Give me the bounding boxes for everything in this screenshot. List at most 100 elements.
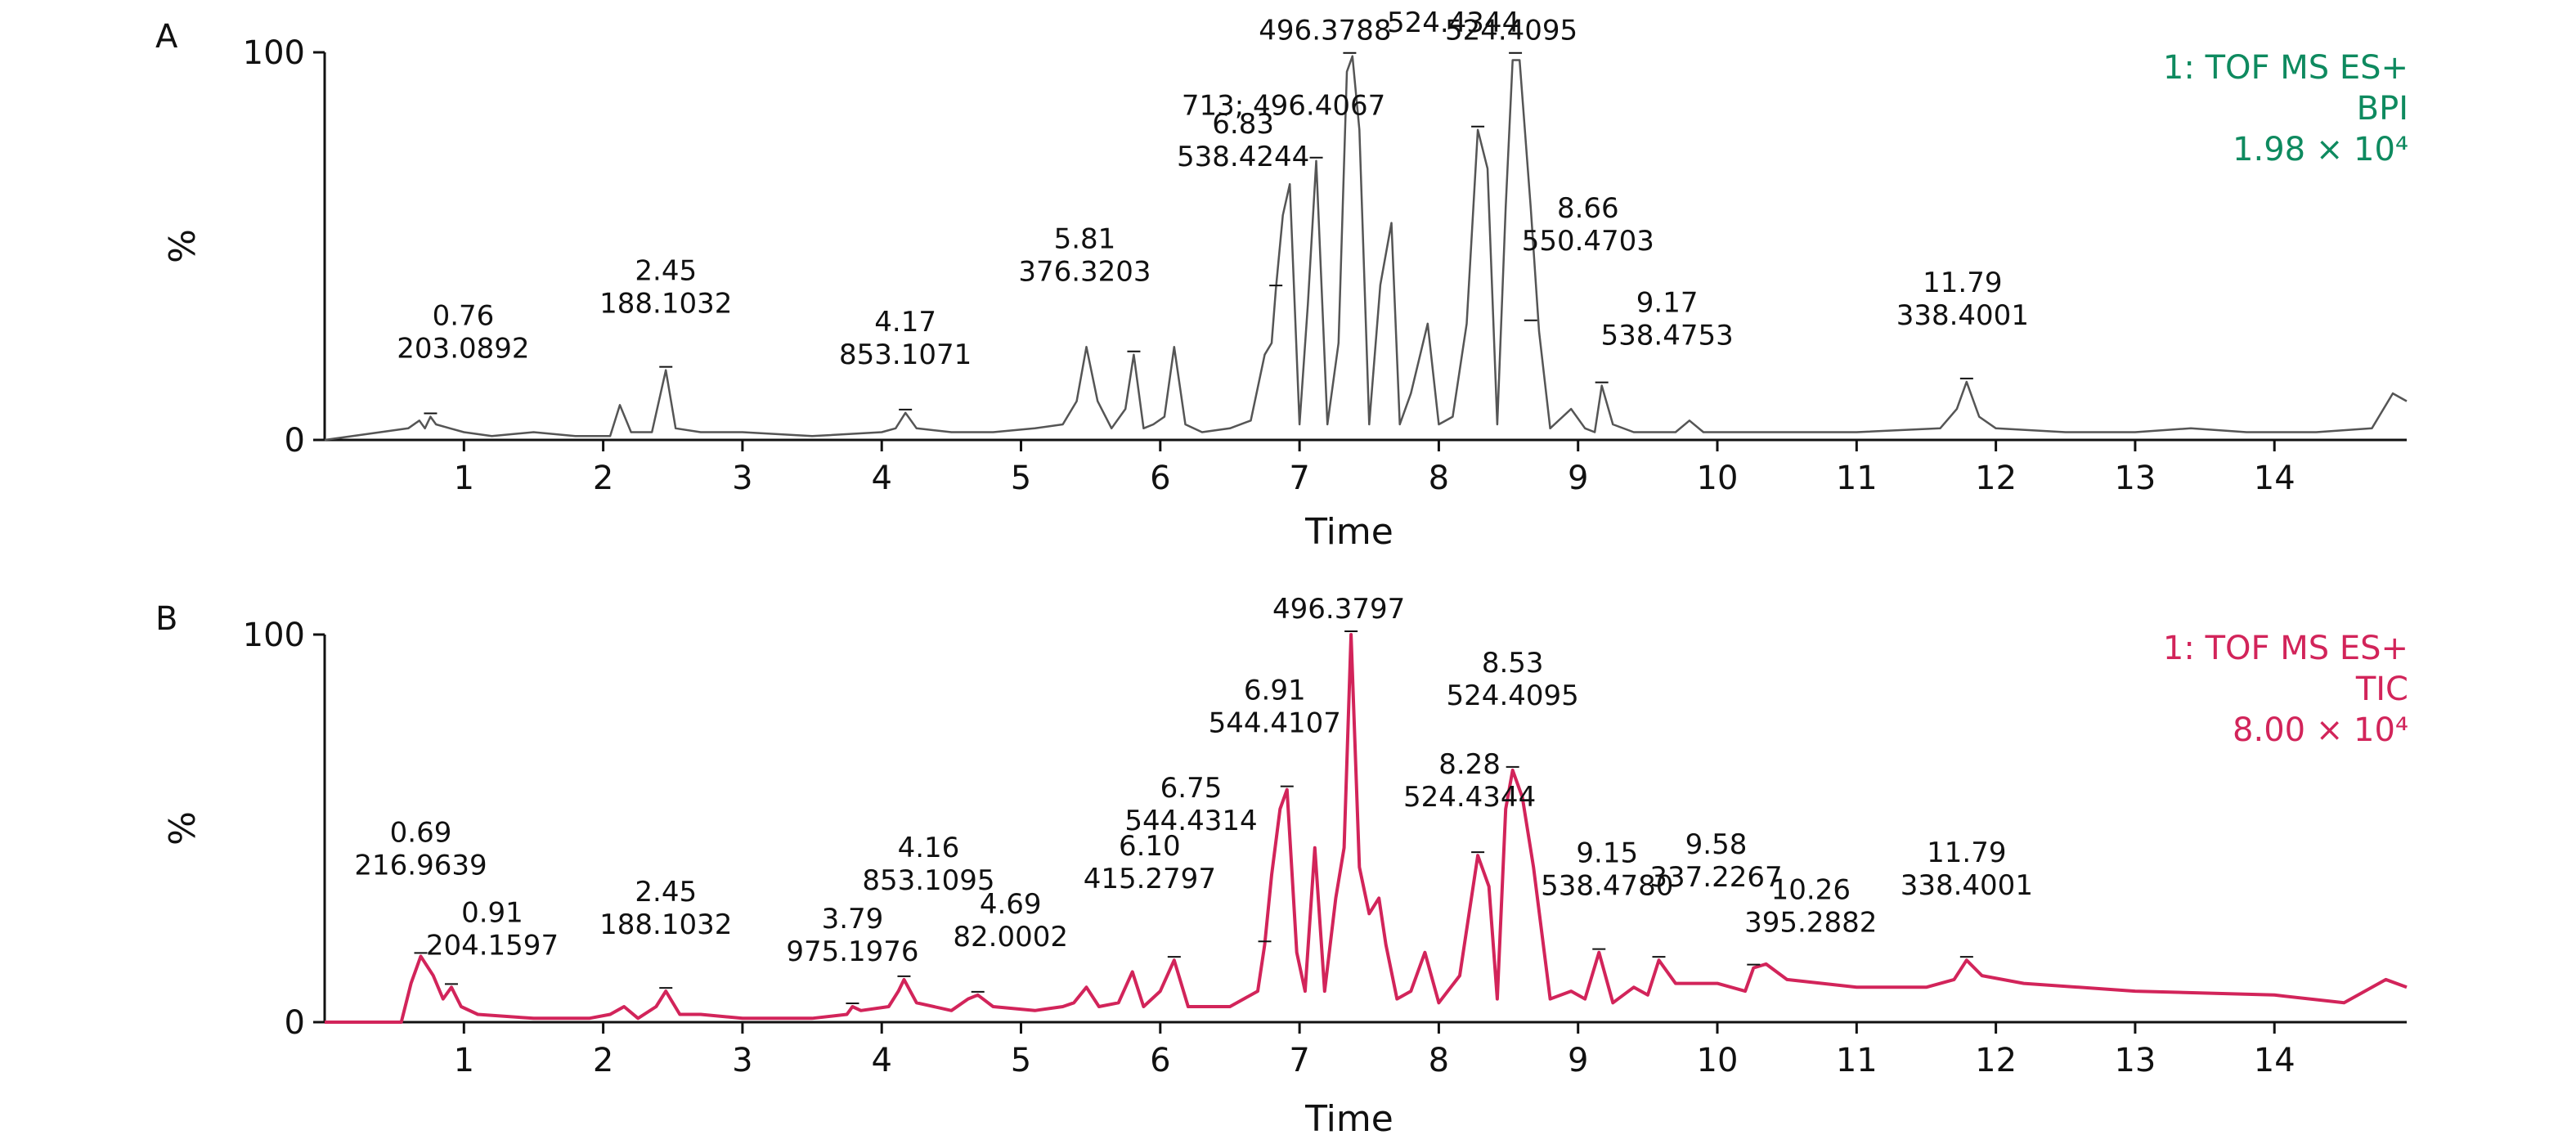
x-tick-label: 1 <box>454 1042 474 1079</box>
x-tick-label: 9 <box>1568 1042 1588 1079</box>
peak-label: 544.4107 <box>1209 707 1341 740</box>
peak-label: 188.1032 <box>599 908 732 941</box>
peak-label: 2.45 <box>635 876 697 908</box>
peak-label: 11.79 <box>1923 267 2002 299</box>
peak-label: 4.17 <box>874 306 936 339</box>
y-axis-title: % <box>162 811 204 846</box>
peak-label: 538.4244 <box>1177 141 1309 173</box>
peak-label: 524.4095 <box>1447 680 1579 712</box>
x-tick-label: 5 <box>1011 460 1031 497</box>
x-tick-label: 5 <box>1011 1042 1031 1079</box>
peak-label: 9.17 <box>1636 287 1699 320</box>
acquisition-info-line: 1.98 × 10⁴ <box>2233 131 2408 168</box>
peak-label: 4.16 <box>898 832 960 864</box>
peak-label: 8.28 <box>1438 748 1501 781</box>
peak-label: 5.81 <box>1054 223 1116 256</box>
x-tick-label: 7 <box>1289 1042 1309 1079</box>
peak-label: 2.45 <box>635 255 697 288</box>
peak-label: 524.4344 <box>1403 781 1536 814</box>
x-tick-label: 12 <box>1975 1042 2017 1079</box>
x-tick-label: 6 <box>1150 1042 1170 1079</box>
acquisition-info-line: 1: TOF MS ES+ <box>2163 49 2408 87</box>
peak-label: 6.91 <box>1244 675 1306 707</box>
x-tick-label: 4 <box>871 1042 891 1079</box>
x-axis-title: Time <box>1304 1098 1393 1140</box>
peak-label: 524.4095 <box>1445 15 1577 47</box>
peak-label: 188.1032 <box>599 288 732 321</box>
x-tick-label: 7 <box>1289 460 1309 497</box>
peak-label: 11.79 <box>1927 837 2006 869</box>
x-tick-label: 11 <box>1836 1042 1878 1079</box>
peak-label: 496.3797 <box>1272 593 1405 626</box>
peak-label: 550.4703 <box>1522 225 1654 258</box>
panel-letter: B <box>155 600 177 638</box>
x-tick-label: 3 <box>732 460 752 497</box>
panel-letter: A <box>155 18 178 56</box>
peak-label: 496.3788 <box>1259 15 1391 47</box>
peak-label: 6.75 <box>1160 772 1223 805</box>
peak-label: 0.76 <box>433 300 495 333</box>
peak-label: 975.1976 <box>786 935 918 968</box>
x-tick-label: 8 <box>1429 1042 1449 1079</box>
peak-label: 338.4001 <box>1901 869 2033 902</box>
peak-label: 8.28 <box>1422 0 1484 7</box>
peak-label: 337.2267 <box>1649 861 1782 894</box>
peak-label: 9.15 <box>1576 837 1638 870</box>
acquisition-info-line: 1: TOF MS ES+ <box>2163 630 2408 667</box>
x-tick-label: 10 <box>1697 460 1739 497</box>
peak-label: 3.79 <box>822 903 884 935</box>
acquisition-info-line: TIC <box>2355 671 2408 708</box>
peak-label: 338.4001 <box>1896 299 2029 332</box>
peak-label: 8.53 <box>1482 647 1544 680</box>
peak-label: 538.4753 <box>1601 320 1734 352</box>
peak-label: 204.1597 <box>426 929 559 962</box>
x-tick-label: 2 <box>593 1042 613 1079</box>
peak-label: 853.1095 <box>862 864 994 897</box>
x-tick-label: 10 <box>1697 1042 1739 1079</box>
x-tick-label: 13 <box>2114 460 2156 497</box>
chromatogram-trace <box>324 55 2408 442</box>
peak-label: 713; 496.4067 <box>1182 90 1385 123</box>
peak-label: 6.10 <box>1119 830 1181 863</box>
y-tick-label: 0 <box>285 422 305 460</box>
peak-label: 4.69 <box>980 888 1042 921</box>
x-tick-label: 8 <box>1429 460 1449 497</box>
x-tick-label: 9 <box>1568 460 1588 497</box>
peak-label: 524.4344 <box>1387 7 1519 39</box>
x-tick-label: 4 <box>871 460 891 497</box>
x-tick-label: 14 <box>2254 1042 2296 1079</box>
peak-label: 82.0002 <box>953 921 1068 953</box>
peak-label: 853.1071 <box>839 339 972 371</box>
y-axis-title: % <box>162 229 204 263</box>
x-tick-label: 2 <box>593 460 613 497</box>
x-tick-label: 6 <box>1150 460 1170 497</box>
x-tick-label: 13 <box>2114 1042 2156 1079</box>
y-tick-label: 100 <box>243 617 305 654</box>
x-tick-label: 11 <box>1836 460 1878 497</box>
x-axis-title: Time <box>1304 511 1393 553</box>
acquisition-info-line: 8.00 × 10⁴ <box>2233 711 2408 749</box>
peak-label: 216.9639 <box>354 849 487 882</box>
x-tick-label: 12 <box>1975 460 2017 497</box>
y-tick-label: 100 <box>243 34 305 72</box>
y-tick-label: 0 <box>285 1004 305 1042</box>
peak-label: 8.66 <box>1557 192 1619 225</box>
peak-label: 0.91 <box>461 896 523 929</box>
peak-label: 376.3203 <box>1018 256 1151 289</box>
peak-label: 203.0892 <box>397 333 529 366</box>
x-tick-label: 3 <box>732 1042 752 1079</box>
peak-label: 544.4314 <box>1124 805 1257 837</box>
peak-label: 538.4780 <box>1541 870 1673 903</box>
acquisition-info-line: BPI <box>2357 90 2408 128</box>
peak-label: 6.83 <box>1212 108 1274 141</box>
chromatogram-trace <box>325 633 2408 1024</box>
peak-label: 395.2882 <box>1744 907 1877 940</box>
peak-label: 9.58 <box>1685 828 1748 861</box>
x-tick-label: 14 <box>2254 460 2296 497</box>
peak-label: 415.2797 <box>1084 863 1216 895</box>
peak-label: 0.69 <box>390 816 452 849</box>
peak-label: 10.26 <box>1771 874 1851 907</box>
